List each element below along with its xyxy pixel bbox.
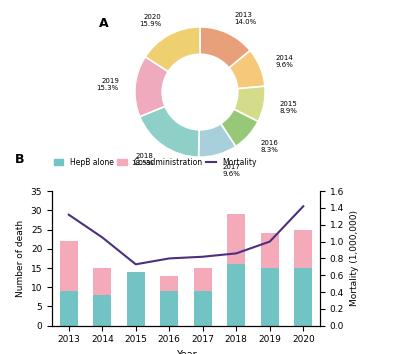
Mortality (301, 204, 306, 209)
Bar (194, 291, 212, 326)
Bar (60, 291, 78, 326)
Bar (60, 241, 78, 291)
Mortality (167, 256, 172, 261)
Text: 2015
8.9%: 2015 8.9% (280, 101, 298, 114)
Text: 2020
15.9%: 2020 15.9% (139, 14, 161, 27)
Mortality (133, 262, 138, 267)
Bar (260, 268, 279, 326)
Bar (160, 291, 178, 326)
Mortality (100, 235, 105, 240)
Mortality (66, 212, 71, 217)
Wedge shape (145, 27, 200, 72)
Bar (260, 233, 279, 268)
Text: 2016
8.3%: 2016 8.3% (261, 140, 278, 153)
Text: 2018
18.5%: 2018 18.5% (132, 153, 154, 166)
X-axis label: Year: Year (176, 350, 196, 354)
Wedge shape (200, 27, 250, 68)
Wedge shape (135, 57, 168, 117)
Bar (160, 276, 178, 291)
Bar (227, 264, 246, 326)
Text: 2014
9.6%: 2014 9.6% (275, 55, 293, 68)
Mortality (200, 255, 205, 259)
Text: 2013
14.0%: 2013 14.0% (235, 12, 257, 25)
Wedge shape (221, 109, 258, 147)
Wedge shape (140, 106, 199, 157)
Bar (227, 214, 246, 264)
Text: 2019
15.3%: 2019 15.3% (97, 78, 119, 91)
Y-axis label: Mortality (1,000,000): Mortality (1,000,000) (350, 210, 359, 307)
Wedge shape (198, 124, 236, 157)
Mortality (267, 239, 272, 244)
Legend: HepB alone, Co-administration, Mortality: HepB alone, Co-administration, Mortality (50, 155, 260, 170)
Y-axis label: Number of death: Number of death (16, 220, 25, 297)
Bar (126, 272, 145, 326)
Bar (194, 268, 212, 291)
Text: 2017
9.6%: 2017 9.6% (222, 164, 240, 177)
Bar (294, 230, 312, 268)
Bar (93, 295, 112, 326)
Text: A: A (99, 17, 109, 30)
Mortality (234, 251, 239, 256)
Bar (93, 268, 112, 295)
Bar (294, 268, 312, 326)
Line: Mortality: Mortality (69, 206, 303, 264)
Wedge shape (234, 86, 265, 121)
Text: B: B (14, 154, 24, 166)
Wedge shape (229, 51, 265, 88)
